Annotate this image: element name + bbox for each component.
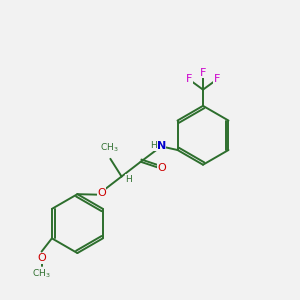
Text: H: H bbox=[150, 141, 157, 150]
Text: CH$_3$: CH$_3$ bbox=[100, 142, 118, 155]
Text: O: O bbox=[158, 163, 166, 173]
Text: O: O bbox=[37, 253, 46, 263]
Text: F: F bbox=[214, 74, 220, 84]
Text: N: N bbox=[157, 141, 166, 151]
Text: O: O bbox=[97, 188, 106, 198]
Text: F: F bbox=[200, 68, 206, 78]
Text: CH$_3$: CH$_3$ bbox=[32, 268, 51, 280]
Text: H: H bbox=[125, 175, 132, 184]
Text: F: F bbox=[186, 74, 192, 84]
